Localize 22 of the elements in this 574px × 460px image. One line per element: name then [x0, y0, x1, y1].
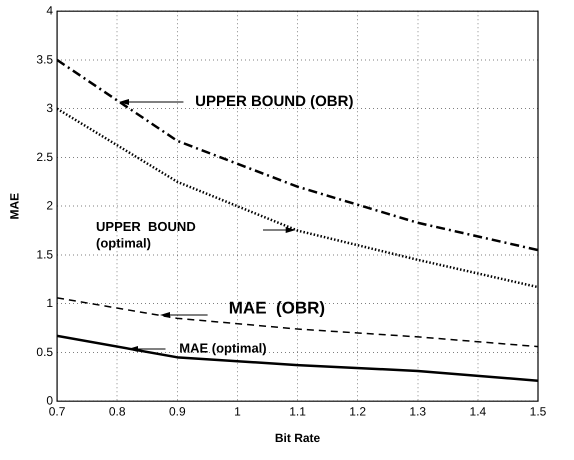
x-tick-label: 1 — [234, 404, 242, 419]
annotation: MAE (OBR) — [228, 298, 326, 318]
y-tick-label: 0.5 — [36, 344, 54, 359]
x-tick-label: 1.2 — [349, 404, 366, 419]
x-tick-label: 1.4 — [470, 404, 487, 419]
y-tick-label: 2 — [46, 198, 54, 213]
x-tick-label: 1.3 — [409, 404, 426, 419]
y-tick-label: 3 — [46, 101, 54, 116]
x-tick-label: 1.1 — [289, 404, 306, 419]
x-tick-label: 1.5 — [530, 404, 547, 419]
y-tick-label: 2.5 — [36, 150, 54, 164]
y-axis-title: MAE — [8, 192, 22, 220]
annotation: UPPER BOUND (OBR) — [195, 92, 354, 110]
y-tick-label: 1 — [46, 296, 54, 310]
annotation: MAE (optimal) — [179, 340, 267, 356]
y-tick-label: 4 — [46, 4, 54, 18]
x-tick-label: 0.9 — [168, 404, 186, 419]
x-axis-title: Bit Rate — [274, 431, 321, 446]
x-tick-label: 0.8 — [108, 404, 126, 419]
y-tick-label: 3.5 — [36, 52, 54, 66]
y-tick-label: 1.5 — [36, 247, 54, 262]
annotation: UPPER BOUND (optimal) — [96, 219, 196, 251]
